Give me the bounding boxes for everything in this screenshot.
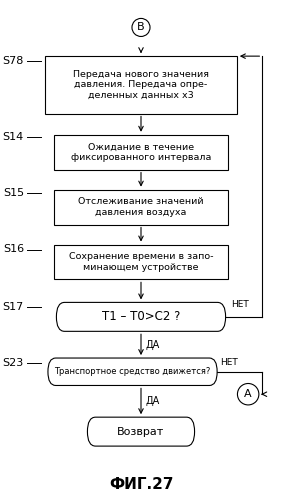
Text: Отслеживание значений
давления воздуха: Отслеживание значений давления воздуха (78, 198, 204, 217)
Text: Возврат: Возврат (117, 427, 165, 437)
FancyBboxPatch shape (87, 417, 195, 446)
Text: T1 – T0>C2 ?: T1 – T0>C2 ? (102, 310, 180, 323)
Text: S17: S17 (3, 302, 24, 312)
FancyBboxPatch shape (56, 302, 226, 331)
Text: S78: S78 (3, 56, 24, 66)
Text: ДА: ДА (145, 340, 160, 350)
Text: ДА: ДА (145, 396, 160, 406)
Text: S14: S14 (3, 132, 24, 142)
Text: S23: S23 (3, 358, 24, 368)
Text: А: А (244, 389, 252, 399)
Text: S16: S16 (3, 245, 24, 254)
FancyBboxPatch shape (45, 56, 237, 114)
FancyBboxPatch shape (54, 190, 228, 225)
Text: Передача нового значения
давления. Передача опре-
деленных данных х3: Передача нового значения давления. Перед… (73, 70, 209, 100)
Text: НЕТ: НЕТ (231, 300, 249, 309)
FancyBboxPatch shape (54, 245, 228, 279)
Text: В: В (137, 22, 145, 32)
Ellipse shape (237, 384, 259, 405)
Text: Транспортное средство движется?: Транспортное средство движется? (54, 367, 211, 376)
Text: Ожидание в течение
фиксированного интервала: Ожидание в течение фиксированного интерв… (71, 143, 211, 162)
Text: S15: S15 (3, 188, 24, 198)
Text: Сохранение времени в запо-
минающем устройстве: Сохранение времени в запо- минающем устр… (69, 252, 213, 271)
FancyBboxPatch shape (48, 358, 217, 385)
Text: НЕТ: НЕТ (220, 358, 238, 367)
Ellipse shape (132, 18, 150, 36)
Text: ФИГ.27: ФИГ.27 (109, 477, 173, 492)
FancyBboxPatch shape (54, 135, 228, 170)
